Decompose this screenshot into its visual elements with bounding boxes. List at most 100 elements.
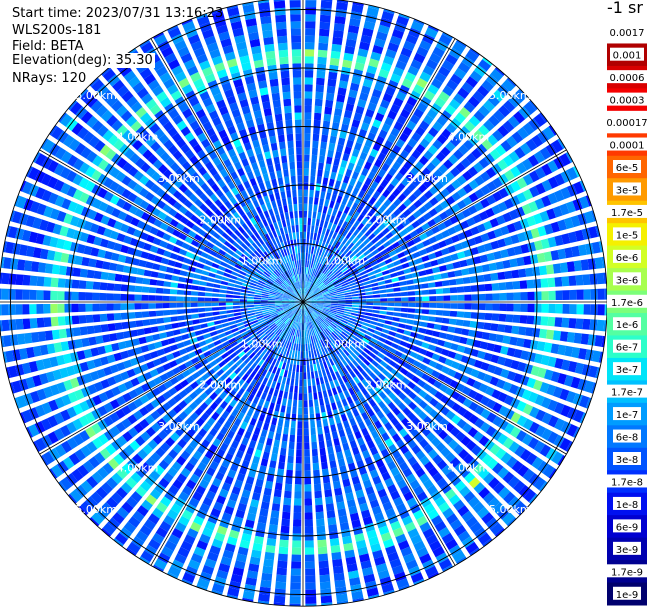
ppi-gate	[211, 297, 219, 302]
ppi-gate	[8, 273, 17, 285]
ppi-gate	[268, 364, 274, 373]
ppi-gate	[392, 433, 401, 443]
ppi-gate	[419, 473, 430, 484]
ppi-gate	[65, 266, 74, 276]
ppi-gate	[79, 268, 88, 278]
ppi-gate	[190, 297, 198, 302]
ppi-gate	[293, 321, 297, 329]
ppi-gate	[492, 191, 503, 202]
ppi-gate	[304, 456, 311, 464]
ppi-gate	[320, 7, 332, 16]
ppi-gate	[508, 496, 521, 509]
ppi-gate	[345, 274, 353, 280]
ppi-gate	[427, 376, 437, 386]
ppi-gate	[366, 7, 379, 17]
ppi-gate	[416, 546, 429, 558]
ppi-gate	[91, 512, 104, 525]
ppi-gate	[164, 273, 173, 281]
ppi-gate	[351, 119, 361, 128]
ppi-gate	[378, 213, 387, 222]
ppi-gate	[449, 287, 458, 294]
ppi-gate	[354, 164, 362, 174]
ppi-gate	[296, 336, 300, 344]
ppi-gate	[315, 218, 320, 227]
ppi-gate	[409, 114, 421, 125]
ppi-gate	[78, 303, 86, 312]
ppi-gate	[403, 553, 416, 564]
ppi-gate	[328, 312, 336, 316]
ppi-gate	[344, 356, 352, 365]
ppi-gate	[308, 293, 315, 298]
ppi-gate	[541, 291, 549, 301]
ppi-gate	[305, 289, 310, 296]
ppi-gate	[468, 477, 481, 489]
ppi-gate	[329, 215, 335, 224]
ppi-gate	[346, 199, 354, 208]
ppi-gate	[521, 433, 533, 446]
ppi-gate	[393, 496, 404, 507]
ppi-gate	[305, 315, 308, 323]
ppi-gate	[232, 456, 242, 466]
ppi-gate	[360, 274, 369, 279]
ppi-gate	[285, 476, 293, 485]
ppi-gate	[196, 540, 208, 551]
ppi-gate	[410, 266, 418, 273]
ppi-gate	[597, 288, 605, 300]
ppi-gate	[478, 487, 491, 499]
ppi-gate	[378, 382, 387, 391]
ppi-gate	[494, 67, 505, 77]
ppi-gate	[467, 205, 478, 215]
ppi-gate	[304, 281, 307, 289]
ppi-gate	[244, 399, 252, 408]
ppi-gate	[483, 100, 496, 112]
ppi-gate	[377, 24, 390, 35]
ppi-gate	[587, 334, 596, 346]
ppi-gate	[414, 284, 422, 290]
ppi-gate	[341, 359, 348, 367]
ppi-gate	[358, 292, 366, 296]
ppi-gate	[326, 156, 333, 165]
ppi-gate	[379, 236, 388, 244]
ppi-gate	[325, 328, 331, 335]
ppi-gate	[266, 330, 273, 337]
ppi-gate	[431, 515, 443, 526]
ppi-gate	[246, 424, 255, 433]
ppi-gate	[378, 129, 388, 139]
ppi-gate	[413, 18, 425, 26]
ppi-gate	[352, 1, 364, 7]
ppi-gate	[356, 282, 364, 287]
ppi-gate	[271, 380, 277, 389]
ppi-gate	[249, 556, 261, 566]
ppi-gate	[450, 303, 458, 309]
ppi-gate	[369, 206, 378, 215]
ppi-gate	[354, 142, 363, 151]
ppi-gate	[414, 308, 423, 314]
ppi-gate	[506, 247, 516, 257]
ppi-gate	[226, 536, 238, 546]
ppi-gate	[425, 350, 434, 359]
ppi-gate	[443, 295, 451, 301]
ppi-gate	[116, 506, 129, 519]
ppi-gate	[181, 263, 190, 271]
ppi-gate	[393, 397, 402, 406]
ppi-gate	[364, 315, 372, 320]
ppi-gate	[436, 295, 444, 301]
ppi-gate	[456, 345, 466, 353]
ppi-gate	[258, 593, 270, 602]
ppi-gate	[226, 594, 238, 599]
ppi-gate	[429, 197, 439, 207]
ppi-gate	[417, 216, 426, 225]
ppi-gate	[596, 319, 605, 332]
ppi-gate	[478, 532, 492, 545]
ppi-gate	[370, 543, 382, 553]
ppi-gate	[391, 277, 399, 283]
ppi-gate	[495, 261, 504, 270]
ppi-gate	[387, 42, 400, 53]
ppi-gate	[262, 451, 270, 460]
ppi-gate	[372, 309, 380, 314]
ppi-gate	[194, 407, 204, 416]
ppi-gate	[248, 440, 257, 449]
ppi-gate	[348, 505, 358, 515]
ppi-gate	[396, 578, 409, 589]
ppi-gate	[334, 151, 342, 160]
